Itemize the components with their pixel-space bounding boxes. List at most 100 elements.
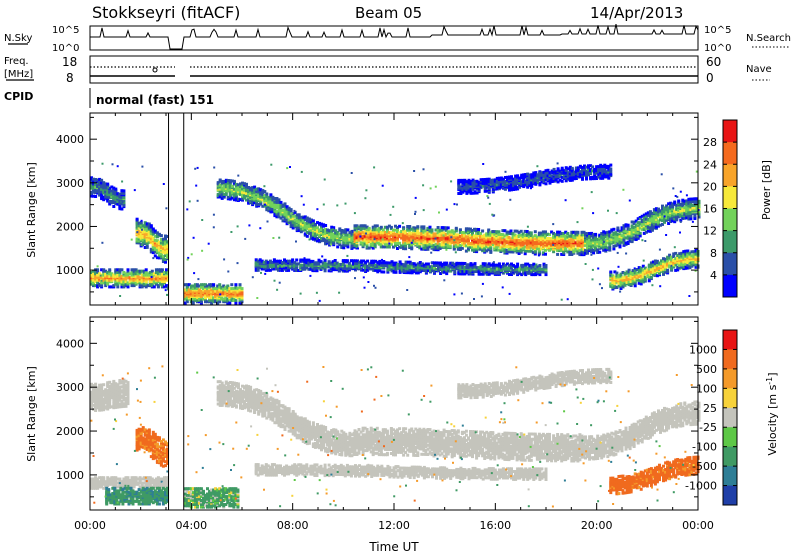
power-cell (279, 263, 282, 267)
power-cell (655, 274, 659, 278)
power-cell (521, 246, 525, 250)
power-cell (648, 223, 652, 227)
power-cell (104, 281, 108, 285)
power-cell (608, 242, 612, 245)
power-cell (533, 230, 537, 234)
power-cell (145, 244, 149, 248)
power-cell (272, 258, 276, 262)
power-cell (305, 261, 309, 265)
power-cell (436, 241, 440, 245)
power-cell (307, 258, 311, 262)
power-cell (440, 234, 444, 237)
power-cell (672, 255, 676, 258)
power-cell (323, 261, 327, 265)
power-cell (330, 232, 334, 236)
power-cell (570, 230, 574, 234)
power-cell (507, 235, 511, 239)
power-cell (617, 274, 621, 278)
power-cell (372, 259, 376, 263)
power-cell (495, 267, 499, 271)
power-cell (377, 227, 381, 230)
power-cell (392, 228, 395, 232)
power-cell (636, 217, 640, 221)
power-cell (224, 193, 228, 197)
power-cell (297, 262, 301, 266)
power-cell (402, 263, 406, 267)
power-cell (297, 215, 301, 219)
power-cell (350, 229, 354, 233)
power-cell (396, 247, 399, 250)
power-cell (497, 248, 501, 252)
power-cell (481, 262, 485, 266)
nave-tick-top: 60 (706, 55, 721, 69)
power-cell (277, 203, 281, 207)
power-cell (224, 178, 228, 182)
power-cell (536, 265, 540, 269)
power-cell (609, 282, 613, 286)
power-cell (515, 246, 519, 250)
nsky-tick-bottom: 10^0 (52, 43, 79, 54)
power-cell (385, 232, 389, 236)
power-cell (694, 252, 698, 256)
power-cell (295, 226, 299, 230)
power-cell (467, 271, 471, 275)
power-cell (277, 268, 280, 272)
power-cell (102, 281, 106, 285)
power-cell (418, 261, 422, 264)
power-cell (475, 266, 479, 270)
power-cell (287, 211, 291, 215)
power-cell (390, 260, 394, 264)
power-cell (558, 237, 562, 241)
power-cell (465, 263, 469, 267)
power-cell (382, 260, 386, 263)
power-cell (429, 265, 432, 269)
power-cell (438, 243, 442, 247)
power-cell (326, 239, 330, 242)
power-cell (624, 223, 628, 227)
power-cell (424, 229, 428, 233)
power-cell (108, 268, 112, 272)
power-cell (537, 248, 541, 252)
power-cell (263, 190, 267, 194)
power-cell (414, 263, 418, 267)
power-cell (277, 198, 281, 202)
power-cell (511, 250, 515, 254)
power-cell (150, 282, 154, 286)
power-cell (653, 262, 657, 266)
power-cell (534, 271, 538, 275)
power-cell (485, 263, 489, 267)
power-cell (489, 240, 493, 244)
nsearch-tick-top: 10^5 (704, 25, 731, 36)
power-cell (154, 271, 158, 274)
power-cell (138, 269, 142, 273)
power-cell (506, 266, 509, 270)
power-cell (108, 285, 112, 289)
power-cell (659, 209, 662, 213)
power-cell (646, 211, 650, 215)
power-cell (372, 268, 376, 272)
power-cell (520, 263, 524, 267)
power-cell (455, 265, 459, 269)
power-cell (240, 291, 244, 294)
power-cell (420, 235, 424, 239)
power-cell (578, 251, 582, 255)
power-cell (230, 184, 234, 188)
power-cell (654, 215, 658, 218)
power-cell (309, 259, 313, 263)
power-cell (477, 270, 481, 273)
power-cell (511, 246, 515, 250)
power-cell (623, 272, 627, 275)
power-cell (449, 269, 453, 273)
power-cell (644, 226, 648, 230)
power-cell (394, 268, 398, 272)
power-cell (322, 237, 326, 241)
power-cell (487, 267, 491, 271)
power-cell (262, 260, 266, 264)
power-cell (433, 264, 436, 267)
power-cell (632, 220, 636, 224)
power-cell (509, 229, 513, 233)
power-cell (442, 231, 446, 235)
power-cell (578, 237, 582, 241)
power-cell (697, 212, 701, 216)
power-cell (410, 238, 414, 242)
